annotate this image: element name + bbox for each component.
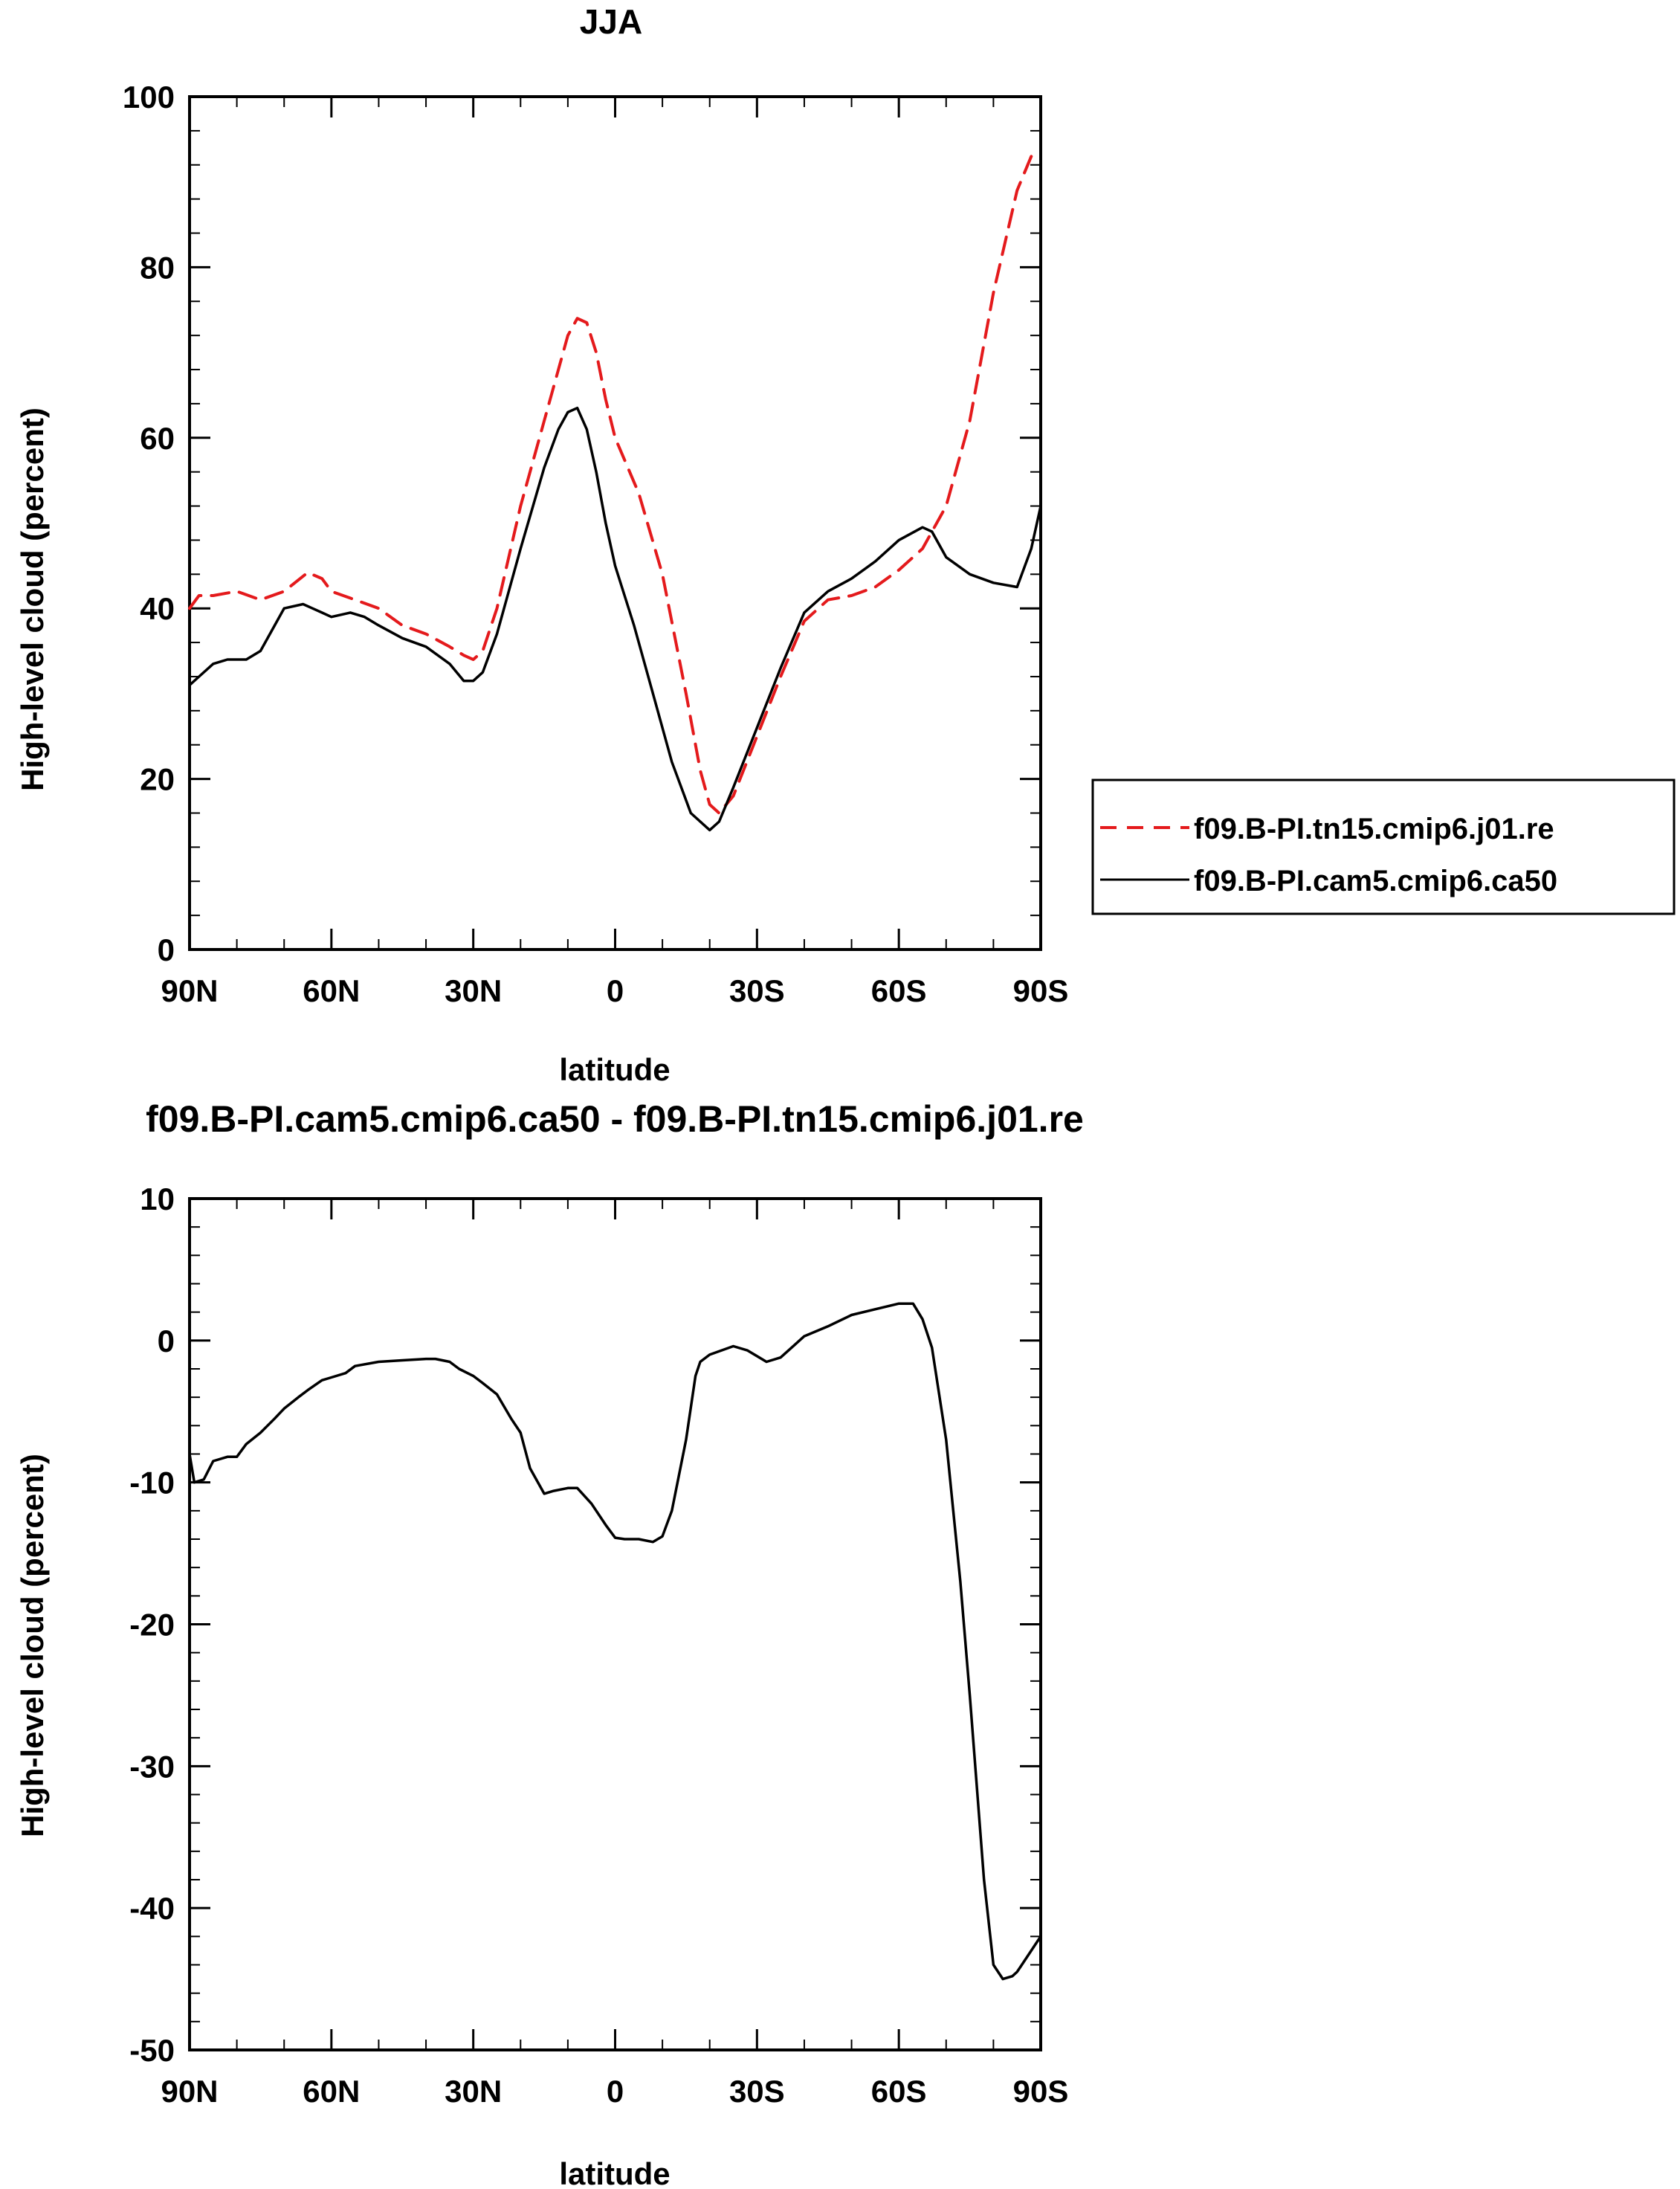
bottom-panel: f09.B-PI.cam5.cmip6.ca50 - f09.B-PI.tn15… bbox=[15, 1098, 1084, 2189]
bottom-y-tick-label: 0 bbox=[158, 1324, 175, 1358]
top-x-tick-label: 90N bbox=[161, 973, 218, 1008]
bottom-y-axis-label: High-level cloud (percent) bbox=[15, 1454, 50, 1837]
bottom-y-tick-label: 10 bbox=[140, 1181, 175, 1216]
top-x-tick-label: 0 bbox=[607, 973, 624, 1008]
top-plot-frame bbox=[188, 95, 1042, 951]
top-x-axis-label: latitude bbox=[559, 1052, 670, 1087]
legend-label-cam5: f09.B-PI.cam5.cmip6.ca50 bbox=[1194, 865, 1557, 897]
bottom-x-tick-label: 30S bbox=[729, 2074, 785, 2109]
legend: f09.B-PI.tn15.cmip6.j01.re f09.B-PI.cam5… bbox=[1091, 778, 1676, 915]
bottom-x-axis-label: latitude bbox=[559, 2156, 670, 2189]
top-x-tick-label: 30N bbox=[445, 973, 502, 1008]
legend-label-tn15: f09.B-PI.tn15.cmip6.j01.re bbox=[1194, 813, 1554, 845]
top-chart-title: JJA bbox=[580, 2, 642, 41]
bottom-x-tick-label: 60N bbox=[303, 2074, 360, 2109]
top-y-axis-label: High-level cloud (percent) bbox=[15, 407, 50, 791]
bottom-y-tick-label: -30 bbox=[129, 1749, 175, 1784]
bottom-y-tick-label: -50 bbox=[129, 2033, 175, 2068]
bottom-x-tick-label: 0 bbox=[607, 2074, 624, 2109]
bottom-series-line-solid bbox=[188, 1302, 1042, 1981]
top-series-line-tn15-dashed bbox=[188, 150, 1042, 815]
top-y-tick-label: 60 bbox=[140, 421, 175, 456]
bottom-x-tick-label: 90S bbox=[1013, 2074, 1069, 2109]
top-y-tick-label: 20 bbox=[140, 762, 175, 797]
top-y-tick-label: 0 bbox=[158, 932, 175, 967]
bottom-y-tick-label: -40 bbox=[129, 1891, 175, 1926]
bottom-y-tick-label: -20 bbox=[129, 1608, 175, 1642]
bottom-x-tick-label: 90N bbox=[161, 2074, 218, 2109]
bottom-y-tick-label: -10 bbox=[129, 1466, 175, 1500]
top-x-tick-label: 90S bbox=[1013, 973, 1069, 1008]
top-y-tick-label: 40 bbox=[140, 591, 175, 626]
top-y-tick-label: 100 bbox=[123, 80, 175, 115]
bottom-x-tick-label: 30N bbox=[445, 2074, 502, 2109]
top-series-line-solid bbox=[188, 406, 1042, 832]
top-panel: JJA High-level cloud (percent) latitude … bbox=[15, 2, 1676, 1087]
bottom-chart-title: f09.B-PI.cam5.cmip6.ca50 - f09.B-PI.tn15… bbox=[146, 1098, 1084, 1140]
top-x-tick-label: 60N bbox=[303, 973, 360, 1008]
bottom-x-tick-label: 60S bbox=[871, 2074, 927, 2109]
bottom-plot-frame bbox=[188, 1197, 1042, 2051]
legend-box bbox=[1091, 778, 1676, 915]
top-y-tick-label: 80 bbox=[140, 250, 175, 285]
top-x-tick-label: 60S bbox=[871, 973, 927, 1008]
top-x-tick-label: 30S bbox=[729, 973, 785, 1008]
